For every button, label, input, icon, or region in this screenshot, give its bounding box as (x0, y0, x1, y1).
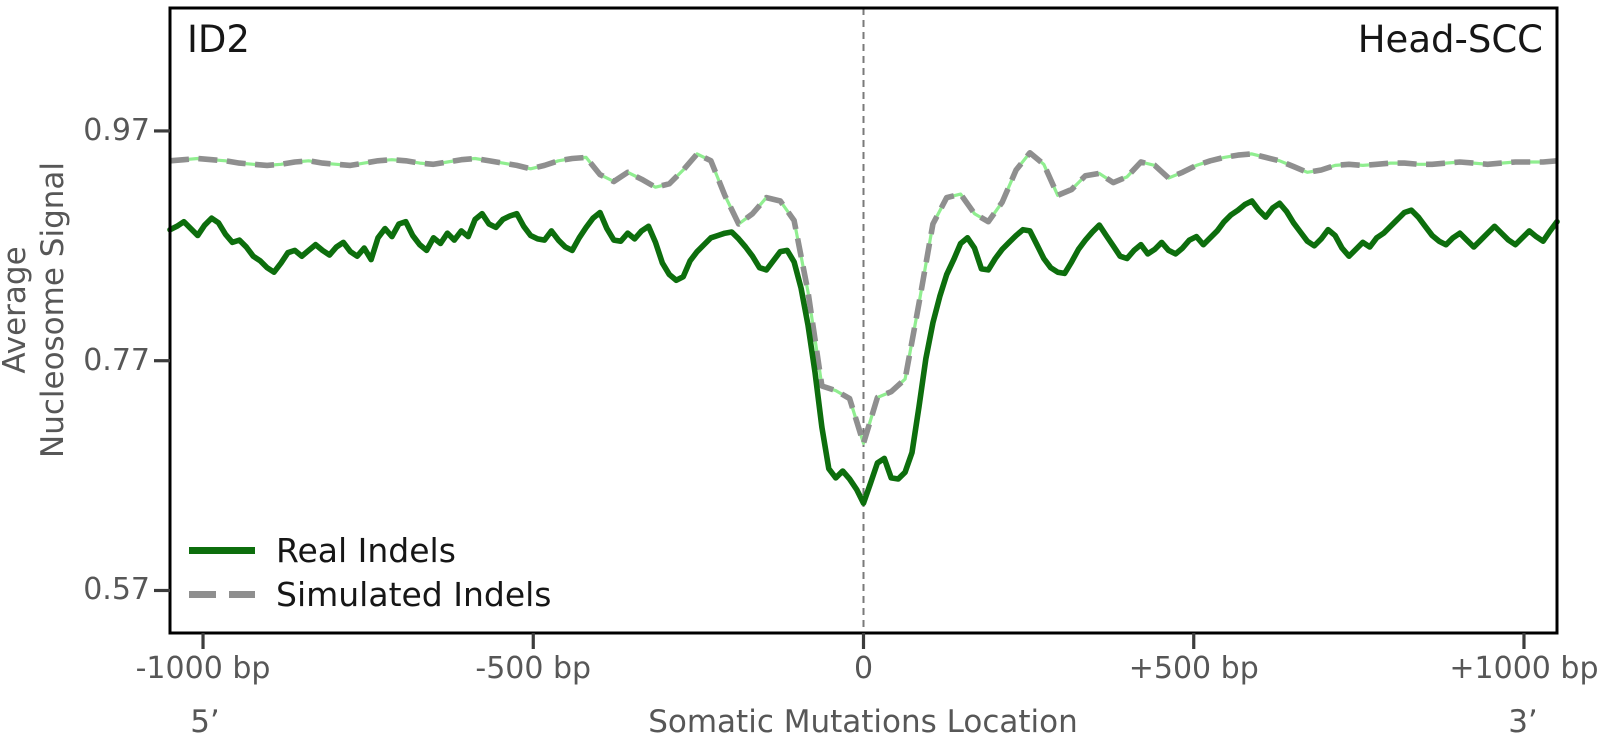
y-tick-label: 0.77 (83, 342, 150, 378)
simulated-indels-line (169, 150, 1558, 447)
x-tick-label: +1000 bp (1449, 651, 1599, 686)
x-tick-label: -1000 bp (135, 651, 271, 686)
simulated-indels-line-swatch (189, 590, 255, 598)
x-tick-label: -500 bp (475, 651, 592, 686)
legend-item-simulated-indels: Simulated Indels (189, 574, 552, 614)
y-tick-label: 0.97 (83, 112, 150, 148)
three-prime-label: 3’ (1508, 704, 1538, 740)
real-indels-line (167, 198, 1560, 507)
five-prime-label: 5’ (190, 704, 220, 740)
legend-item-real-indels: Real Indels (189, 530, 552, 570)
legend-label-real-indels: Real Indels (276, 530, 456, 570)
panel-label-right: Head-SCC (1357, 18, 1543, 61)
x-tick-label: 0 (853, 651, 874, 686)
y-tick-label: 0.57 (83, 572, 150, 608)
legend-label-simulated-indels: Simulated Indels (276, 574, 552, 614)
real-indels-line-swatch (189, 546, 255, 554)
legend: Real Indels Simulated Indels (189, 530, 552, 618)
panel-label-left: ID2 (187, 18, 250, 61)
x-axis-label: Somatic Mutations Location (648, 704, 1078, 740)
x-tick-label: +500 bp (1128, 651, 1259, 686)
